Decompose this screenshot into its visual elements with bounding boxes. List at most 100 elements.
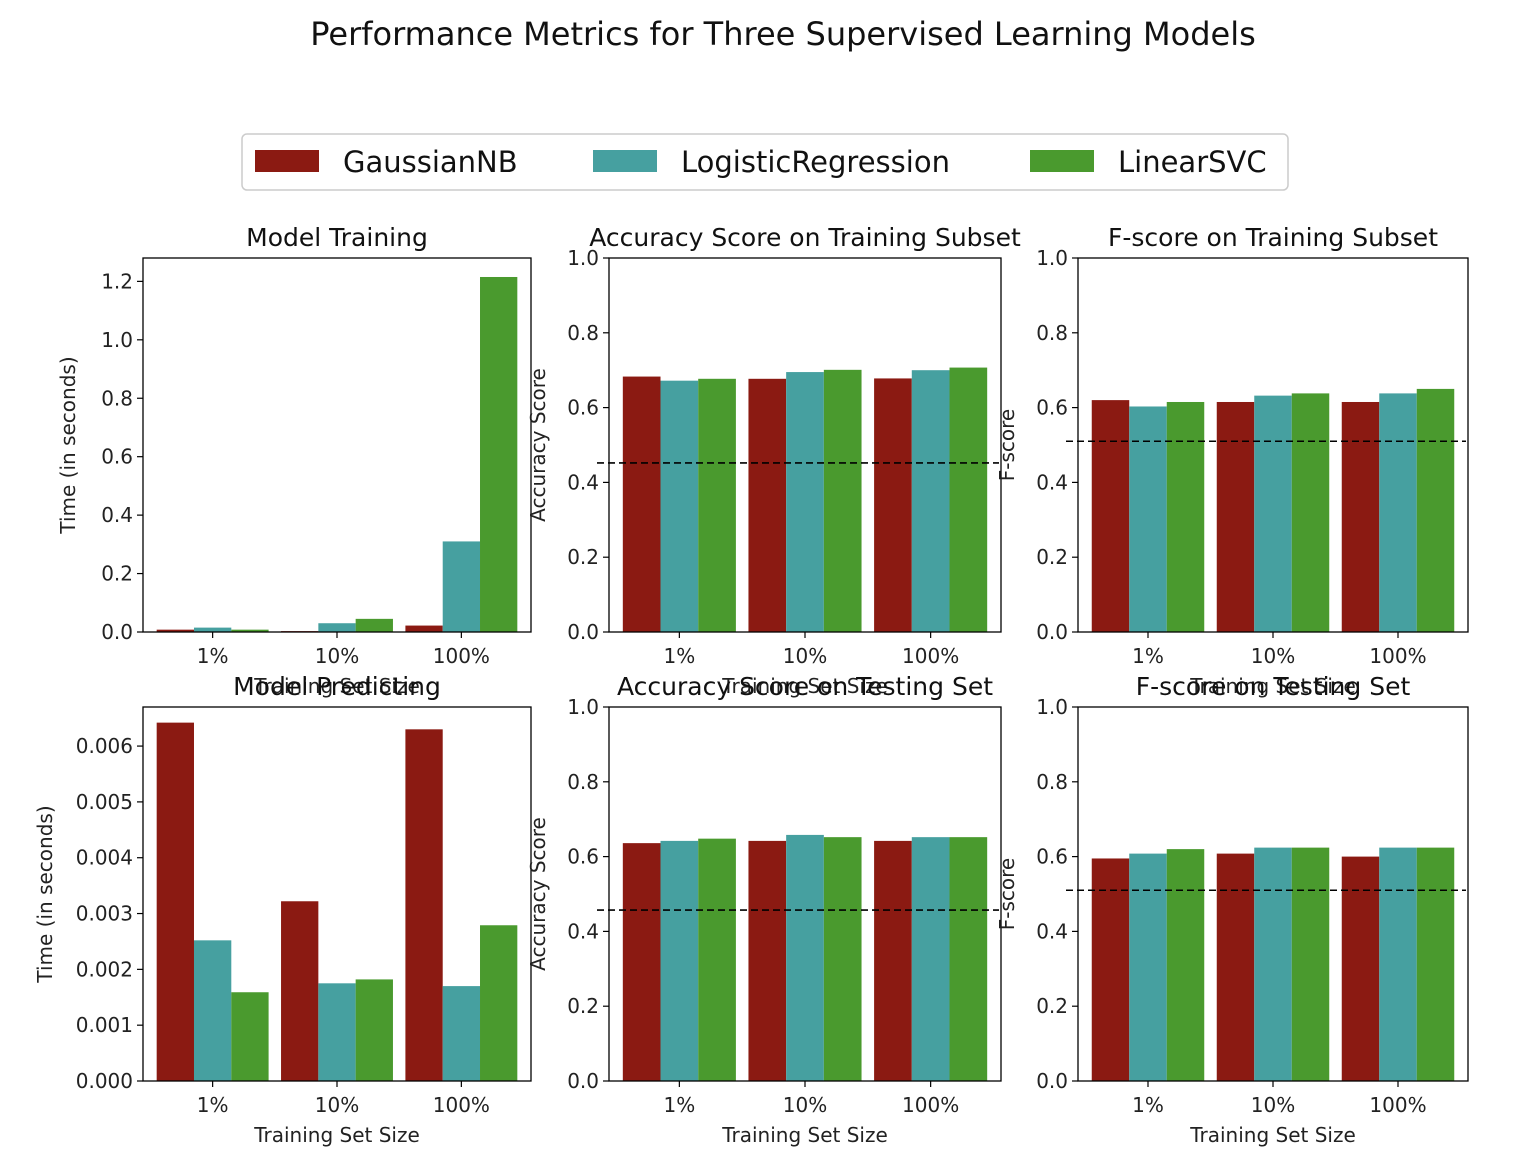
- chart-4-title: Model Predicting: [233, 672, 441, 701]
- chart-2-bar-logisticregression-10: [786, 372, 824, 632]
- legend-label-logisticregression: LogisticRegression: [681, 145, 950, 179]
- chart-4-bar-gaussiannb-100: [405, 729, 443, 1081]
- chart-3-ytick-label: 0.6: [1036, 396, 1068, 420]
- chart-2-xtick-label: 10%: [783, 644, 827, 668]
- chart-6-xtick-label: 1%: [1132, 1093, 1164, 1117]
- chart-4-model-predicting: 0.000 0.001 0.002 0.003 0.004 0.005 0.006 1% 10%…: [33, 672, 532, 1147]
- legend-swatch-linearsvc: [1030, 150, 1094, 172]
- chart-2-ylabel: Accuracy Score: [526, 368, 550, 522]
- legend-swatch-gaussiannb: [255, 150, 319, 172]
- legend-label-linearsvc: LinearSVC: [1118, 145, 1267, 179]
- chart-3-ytick-label: 0.4: [1036, 470, 1068, 494]
- chart-4-bar-linearsvc-10: [355, 979, 393, 1081]
- chart-4-bar-linearsvc-100: [480, 925, 518, 1081]
- chart-1-ytick-label: 0.0: [101, 620, 133, 644]
- chart-2-xlabel: Training Set Size: [721, 674, 888, 698]
- chart-6-ytick-label: 1.0: [1036, 695, 1068, 719]
- chart-5-ytick-label: 0.4: [567, 919, 599, 943]
- chart-1-bar-linearsvc-100: [480, 276, 518, 632]
- legend-label-gaussiannb: GaussianNB: [343, 145, 518, 179]
- chart-6-bar-logisticregression-1: [1129, 853, 1167, 1081]
- chart-5-title: Accuracy Score on Testing Set: [617, 672, 993, 701]
- chart-5-accuracy-score-on-testing-set: 0.0 0.2 0.4 0.6 0.8 1.0 1% 10% 100% Training Set …: [526, 672, 1002, 1147]
- chart-1-ytick-label: 0.8: [101, 386, 133, 410]
- chart-2-xtick-label: 100%: [902, 644, 959, 668]
- chart-4-xtick-label: 1%: [197, 1093, 229, 1117]
- chart-5-ytick-label: 1.0: [567, 695, 599, 719]
- chart-6-ytick-label: 0.0: [1036, 1069, 1068, 1093]
- chart-2-ytick-label: 0.4: [567, 470, 599, 494]
- chart-3-bar-gaussiannb-1: [1091, 400, 1130, 632]
- legend-swatch-logisticregression: [593, 150, 657, 172]
- chart-4-ytick-label: 0.004: [76, 846, 133, 870]
- chart-4-xlabel: Training Set Size: [253, 1123, 420, 1147]
- chart-1-xlabel: Training Set Size: [253, 674, 420, 698]
- chart-3-xtick-label: 10%: [1251, 644, 1295, 668]
- chart-2-bar-gaussiannb-1: [622, 376, 661, 632]
- chart-4-xtick-label: 10%: [315, 1093, 359, 1117]
- chart-1-ytick-label: 1.2: [101, 269, 133, 293]
- chart-6-bar-logisticregression-10: [1254, 847, 1292, 1081]
- chart-3-bar-linearsvc-1: [1166, 401, 1205, 632]
- chart-2-ytick-label: 0.2: [567, 545, 599, 569]
- chart-5-xtick-label: 100%: [902, 1093, 959, 1117]
- chart-4-ytick-label: 0.001: [76, 1013, 133, 1037]
- chart-6-xtick-label: 100%: [1369, 1093, 1426, 1117]
- chart-6-ytick-label: 0.8: [1036, 770, 1068, 794]
- chart-1-title: Model Training: [246, 223, 428, 252]
- chart-2-bar-logisticregression-1: [660, 380, 699, 632]
- chart-3-xlabel: Training Set Size: [1189, 674, 1356, 698]
- chart-3-bar-linearsvc-10: [1291, 393, 1330, 632]
- chart-2-ytick-label: 0.6: [567, 396, 599, 420]
- chart-3-title: F-score on Training Subset: [1108, 223, 1438, 252]
- chart-4-xtick-label: 100%: [433, 1093, 490, 1117]
- chart-3-f-score-on-training-subset: 0.0 0.2 0.4 0.6 0.8 1.0 1% 10% 100% Training Set …: [995, 223, 1469, 698]
- chart-5-bar-logisticregression-10: [786, 834, 824, 1081]
- chart-1-ytick-label: 0.6: [101, 445, 133, 469]
- chart-5-bar-linearsvc-100: [949, 837, 988, 1081]
- chart-4-bar-logisticregression-1: [193, 940, 232, 1081]
- chart-2-bar-linearsvc-1: [698, 378, 736, 632]
- chart-4-bar-logisticregression-10: [318, 983, 356, 1081]
- chart-6-bar-linearsvc-10: [1291, 847, 1330, 1081]
- chart-4-bar-gaussiannb-1: [156, 722, 194, 1081]
- chart-1-ytick-label: 1.0: [101, 328, 133, 352]
- chart-6-bar-linearsvc-1: [1166, 849, 1205, 1081]
- chart-6-title: F-score on Testing Set: [1136, 672, 1411, 701]
- chart-2-ytick-label: 1.0: [567, 246, 599, 270]
- chart-3-ytick-label: 1.0: [1036, 246, 1068, 270]
- chart-1-bar-logisticregression-100: [442, 541, 481, 632]
- chart-5-xtick-label: 10%: [783, 1093, 827, 1117]
- chart-1-ytick-label: 0.2: [101, 562, 133, 586]
- chart-2-xtick-label: 1%: [663, 644, 695, 668]
- chart-6-ytick-label: 0.6: [1036, 845, 1068, 869]
- chart-2-title: Accuracy Score on Training Subset: [589, 223, 1021, 252]
- chart-4-ytick-label: 0.002: [76, 957, 133, 981]
- chart-6-ytick-label: 0.4: [1036, 919, 1068, 943]
- chart-4-ytick-label: 0.000: [76, 1069, 133, 1093]
- chart-4-bar-gaussiannb-10: [281, 901, 319, 1081]
- chart-1-ylabel: Time (in seconds): [56, 356, 80, 534]
- chart-2-bar-linearsvc-100: [949, 367, 988, 632]
- chart-4-bar-linearsvc-1: [231, 992, 269, 1081]
- chart-6-bar-gaussiannb-100: [1341, 856, 1380, 1081]
- chart-3-xtick-label: 100%: [1369, 644, 1426, 668]
- chart-5-bar-gaussiannb-1: [622, 843, 661, 1081]
- chart-5-bar-gaussiannb-100: [874, 840, 912, 1081]
- chart-1-bar-gaussiannb-100: [405, 625, 443, 632]
- legend: GaussianNB LogisticRegression LinearSVC: [241, 133, 1289, 191]
- chart-1-model-training: 0.0 0.2 0.4 0.6 0.8 1.0 1.2 1% 10% 100% Training S…: [56, 223, 532, 698]
- chart-1-bar-logisticregression-10: [318, 623, 356, 632]
- chart-3-bar-gaussiannb-100: [1341, 401, 1380, 632]
- chart-3-ytick-label: 0.2: [1036, 545, 1068, 569]
- chart-2-bar-gaussiannb-100: [874, 378, 912, 632]
- chart-5-bar-logisticregression-100: [911, 837, 950, 1081]
- chart-1-xtick-label: 100%: [433, 644, 490, 668]
- chart-1-xtick-label: 1%: [197, 644, 229, 668]
- chart-5-ytick-label: 0.0: [567, 1069, 599, 1093]
- chart-3-ylabel: F-score: [995, 409, 1019, 481]
- chart-6-xlabel: Training Set Size: [1189, 1123, 1356, 1147]
- chart-4-ytick-label: 0.003: [76, 902, 133, 926]
- chart-3-bar-linearsvc-100: [1416, 388, 1455, 632]
